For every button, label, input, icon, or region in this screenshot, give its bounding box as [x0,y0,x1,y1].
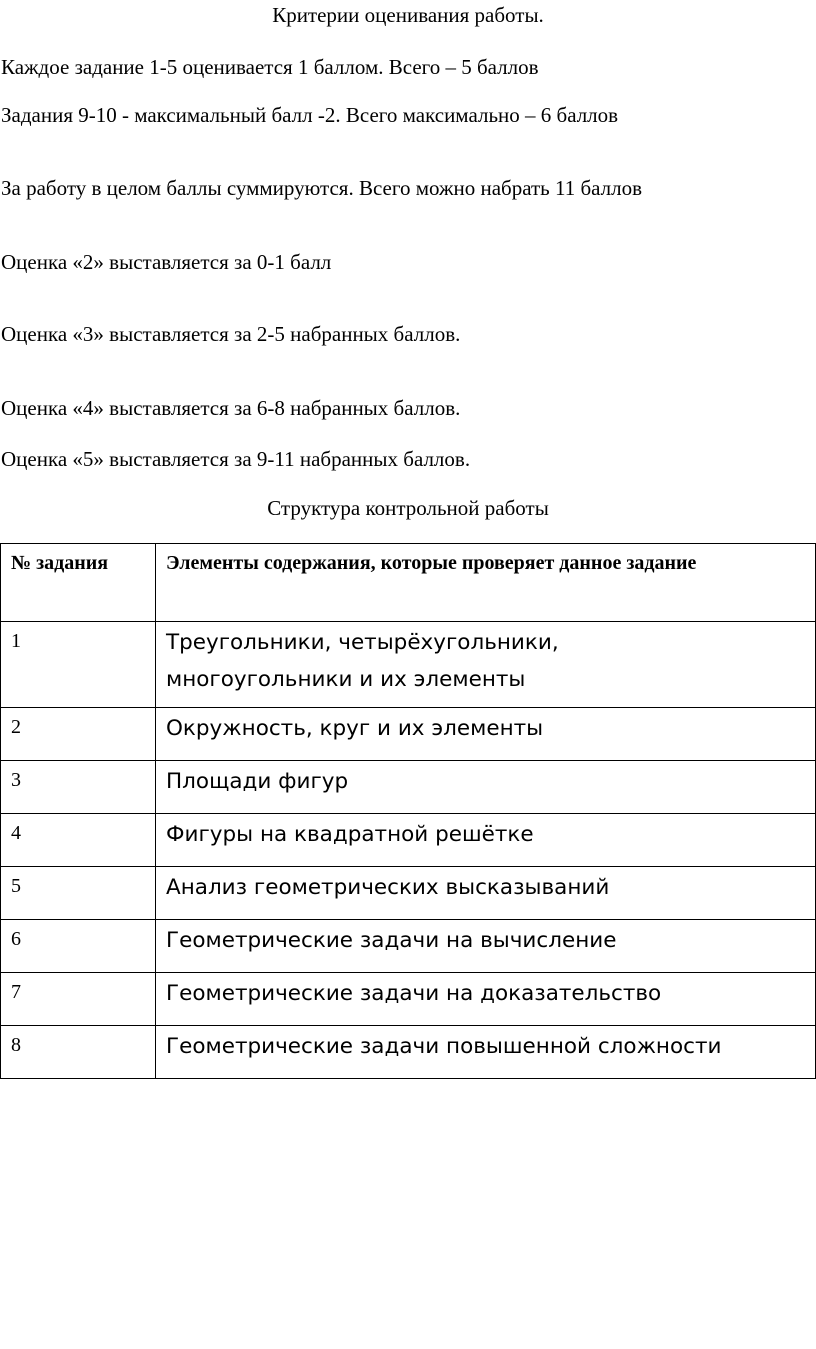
task-content: Геометрические задачи на доказательство [155,972,816,1026]
criteria-line: Оценка «2» выставляется за 0-1 балл [1,250,332,274]
task-content: Анализ геометрических высказываний [155,866,816,920]
table-row: 6 Геометрические задачи на вычисление [0,919,816,973]
table-row: 8 Геометрические задачи повышенной сложно… [0,1025,816,1079]
table-header-row: № задания Элементы содержания, которые п… [0,543,816,622]
structure-table: № задания Элементы содержания, которые п… [0,543,816,1079]
task-number: 4 [0,813,156,867]
task-number: 6 [0,919,156,973]
header-task-number: № задания [0,543,156,622]
table-row: 4 Фигуры на квадратной решётке [0,813,816,867]
header-content-elements: Элементы содержания, которые проверяет д… [155,543,816,622]
criteria-line: За работу в целом баллы суммируются. Все… [1,176,643,200]
task-content: Треугольники, четырёхугольники, многоуго… [155,621,816,708]
criteria-line: Задания 9-10 - максимальный балл -2. Все… [1,103,619,127]
task-number: 2 [0,707,156,761]
structure-title: Структура контрольной работы [267,496,549,520]
task-number: 5 [0,866,156,920]
task-number: 8 [0,1025,156,1079]
task-content: Окружность, круг и их элементы [155,707,816,761]
task-number: 1 [0,621,156,708]
criteria-line: Оценка «5» выставляется за 9-11 набранны… [1,447,471,471]
task-content: Геометрические задачи повышенной сложнос… [155,1025,816,1079]
criteria-line: Оценка «3» выставляется за 2-5 набранных… [1,322,461,346]
task-content: Фигуры на квадратной решётке [155,813,816,867]
page-title: Критерии оценивания работы. [272,3,544,27]
task-content: Площади фигур [155,760,816,814]
table-row: 3 Площади фигур [0,760,816,814]
table-row: 5 Анализ геометрических высказываний [0,866,816,920]
task-number: 7 [0,972,156,1026]
criteria-line: Оценка «4» выставляется за 6-8 набранных… [1,396,461,420]
task-content: Геометрические задачи на вычисление [155,919,816,973]
task-number: 3 [0,760,156,814]
table-row: 2 Окружность, круг и их элементы [0,707,816,761]
table-row: 7 Геометрические задачи на доказательство [0,972,816,1026]
table-row: 1 Треугольники, четырёхугольники, многоу… [0,621,816,708]
criteria-line: Каждое задание 1-5 оценивается 1 баллом.… [1,55,539,79]
